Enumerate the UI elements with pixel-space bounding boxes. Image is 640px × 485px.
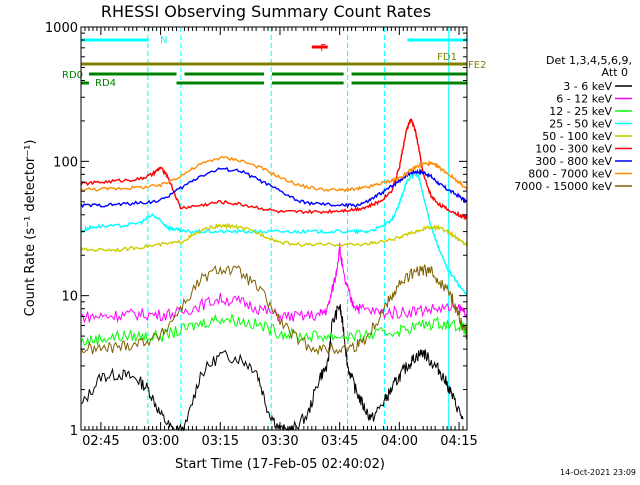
x-tick-label: 03:30	[261, 434, 298, 449]
x-tick-label: 04:15	[440, 434, 477, 449]
flag-label: FD1	[437, 52, 457, 63]
legend-label: 100 - 300 keV	[535, 143, 612, 156]
series-line	[80, 155, 468, 193]
series-line	[80, 264, 468, 356]
legend-title-2: Att 0	[602, 66, 628, 79]
y-axis-label: Count Rate (s⁻¹ detector⁻¹)	[23, 140, 38, 317]
flag-label: FE2	[468, 60, 486, 71]
flag-label: RD0	[62, 70, 83, 81]
series-line	[80, 304, 464, 432]
y-tick-label: 1000	[45, 21, 78, 36]
legend-title-1: Det 1,3,4,5,6,9,	[546, 54, 632, 67]
series-line	[80, 166, 468, 209]
legend-label: 6 - 12 keV	[556, 93, 612, 106]
legend-label: 7000 - 15000 keV	[514, 180, 612, 193]
series-line	[80, 171, 468, 297]
legend-label: 50 - 100 keV	[542, 130, 612, 143]
legend-label: 800 - 7000 keV	[528, 168, 612, 181]
legend-label: 12 - 25 keV	[549, 105, 612, 118]
series-line	[80, 242, 468, 324]
x-tick-label: 03:45	[321, 434, 358, 449]
x-tick-label: 03:00	[142, 434, 179, 449]
flag-label: RD4	[95, 78, 116, 89]
y-tick-label: 1	[70, 424, 78, 439]
footer-timestamp: 14-Oct-2021 23:09	[560, 468, 636, 477]
series-line	[80, 222, 468, 253]
x-tick-label: 02:45	[82, 434, 119, 449]
x-tick-label: 03:15	[202, 434, 239, 449]
y-tick-label: 10	[61, 290, 78, 305]
plot-frame	[80, 26, 468, 431]
chart-title: RHESSI Observing Summary Count Rates	[101, 2, 431, 21]
legend-label: 3 - 6 keV	[563, 80, 612, 93]
flag-label: F	[320, 43, 326, 54]
legend-label: 25 - 50 keV	[549, 118, 612, 131]
series-line	[80, 118, 468, 221]
y-tick-label: 100	[53, 155, 78, 170]
x-axis-label: Start Time (17-Feb-05 02:40:02)	[175, 457, 385, 472]
legend-label: 300 - 800 keV	[535, 155, 612, 168]
x-tick-label: 04:00	[381, 434, 418, 449]
flag-label: N	[160, 35, 167, 46]
